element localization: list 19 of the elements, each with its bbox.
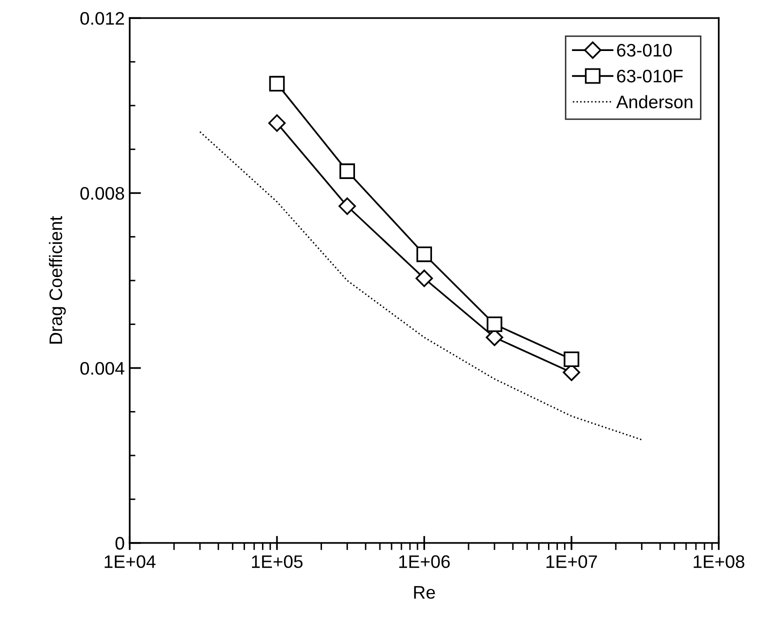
x-tick-label: 1E+07 xyxy=(546,555,597,568)
x-tick-label: 1E+06 xyxy=(399,555,450,568)
legend-label: 63-010F xyxy=(617,70,683,82)
legend-label: Anderson xyxy=(616,95,692,108)
y-tick-label: 0.012 xyxy=(80,12,124,25)
point xyxy=(269,76,285,92)
y-tick-label: 0 xyxy=(116,536,124,550)
legend-label: 63-010 xyxy=(617,44,672,57)
y-axis-title: Drag Coefficient xyxy=(48,216,66,344)
point xyxy=(416,270,433,288)
point xyxy=(268,114,286,132)
y-tick-label: 0.004 xyxy=(80,362,124,375)
x-axis-title: Re xyxy=(414,586,435,599)
x-tick-label: 1E+04 xyxy=(104,555,156,568)
point xyxy=(416,246,432,262)
point xyxy=(564,351,580,368)
y-tick-label: 0.008 xyxy=(80,186,124,200)
x-tick-label: 1E+05 xyxy=(252,555,303,568)
x-tick-label: 1E+08 xyxy=(694,555,744,568)
